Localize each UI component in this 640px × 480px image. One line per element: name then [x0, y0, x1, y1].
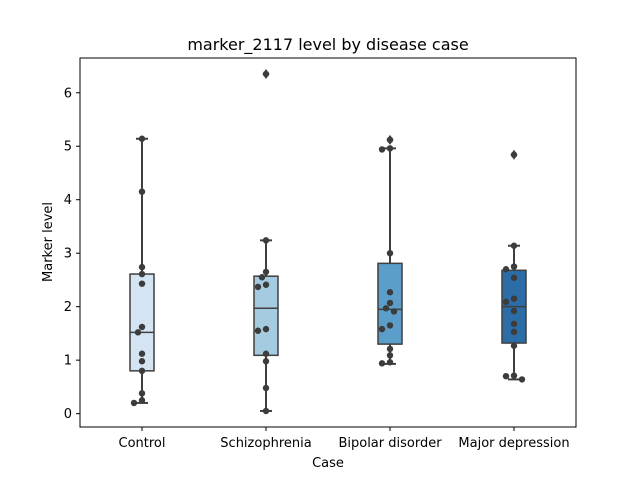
data-point [254, 283, 262, 291]
data-point [262, 281, 270, 288]
y-tick-label: 1 [64, 354, 72, 369]
data-point [138, 263, 146, 271]
data-point [138, 350, 146, 357]
data-point [502, 372, 510, 380]
data-point [378, 325, 386, 333]
y-tick-label: 5 [64, 140, 72, 155]
data-point [138, 270, 146, 278]
data-point [510, 328, 518, 336]
plot-area: 0 1 2 3 4 5 6 Control Schizophrenia Bipolar disor… [64, 57, 577, 451]
data-point [138, 390, 146, 397]
data-point [262, 70, 270, 78]
data-point [502, 266, 510, 273]
y-tick-label: 0 [64, 407, 72, 422]
data-point [378, 146, 386, 153]
data-point [254, 327, 262, 334]
data-point [390, 308, 398, 315]
data-point [386, 352, 394, 359]
data-point [510, 307, 518, 315]
y-tick-label: 3 [64, 247, 72, 262]
data-point [518, 376, 526, 383]
data-point [510, 263, 518, 270]
y-tick-label: 2 [64, 300, 72, 315]
data-point [386, 345, 394, 353]
x-tick-label: Major depression [458, 436, 569, 451]
data-point [510, 242, 518, 249]
y-tick-label: 4 [64, 193, 72, 208]
data-point [138, 323, 146, 331]
data-point [510, 372, 518, 379]
y-tick-label: 6 [64, 86, 72, 101]
data-point [386, 359, 394, 366]
x-axis-label: Case [312, 456, 344, 471]
data-point [502, 298, 510, 306]
data-point [510, 342, 518, 349]
data-point [138, 188, 146, 195]
data-point [262, 384, 270, 392]
data-point [262, 237, 270, 244]
x-tick-label: Control [119, 436, 166, 451]
data-point [134, 329, 142, 336]
data-point [262, 358, 270, 365]
data-point [510, 151, 518, 158]
data-point [138, 135, 146, 142]
plot-frame [79, 57, 577, 428]
x-tick-label: Schizophrenia [220, 436, 311, 451]
data-point [386, 136, 394, 144]
data-point [510, 274, 518, 281]
data-point [510, 320, 518, 327]
data-point [262, 350, 270, 357]
data-point [262, 407, 270, 415]
data-point [382, 305, 390, 312]
data-point [262, 325, 270, 333]
data-point [138, 367, 146, 375]
data-point [386, 289, 394, 296]
data-point [386, 145, 394, 152]
y-axis-label: Marker level [41, 202, 56, 282]
data-point [138, 358, 146, 365]
x-tick-label: Bipolar disorder [338, 436, 442, 451]
data-point [130, 399, 138, 407]
data-point [386, 299, 394, 307]
data-point [258, 274, 266, 281]
data-point [510, 295, 518, 302]
data-point [386, 249, 394, 257]
data-point [138, 397, 146, 404]
data-point [386, 322, 394, 329]
chart-title: marker_2117 level by disease case [187, 35, 468, 55]
data-point [138, 280, 146, 287]
data-point [262, 268, 270, 276]
data-point [378, 360, 386, 367]
